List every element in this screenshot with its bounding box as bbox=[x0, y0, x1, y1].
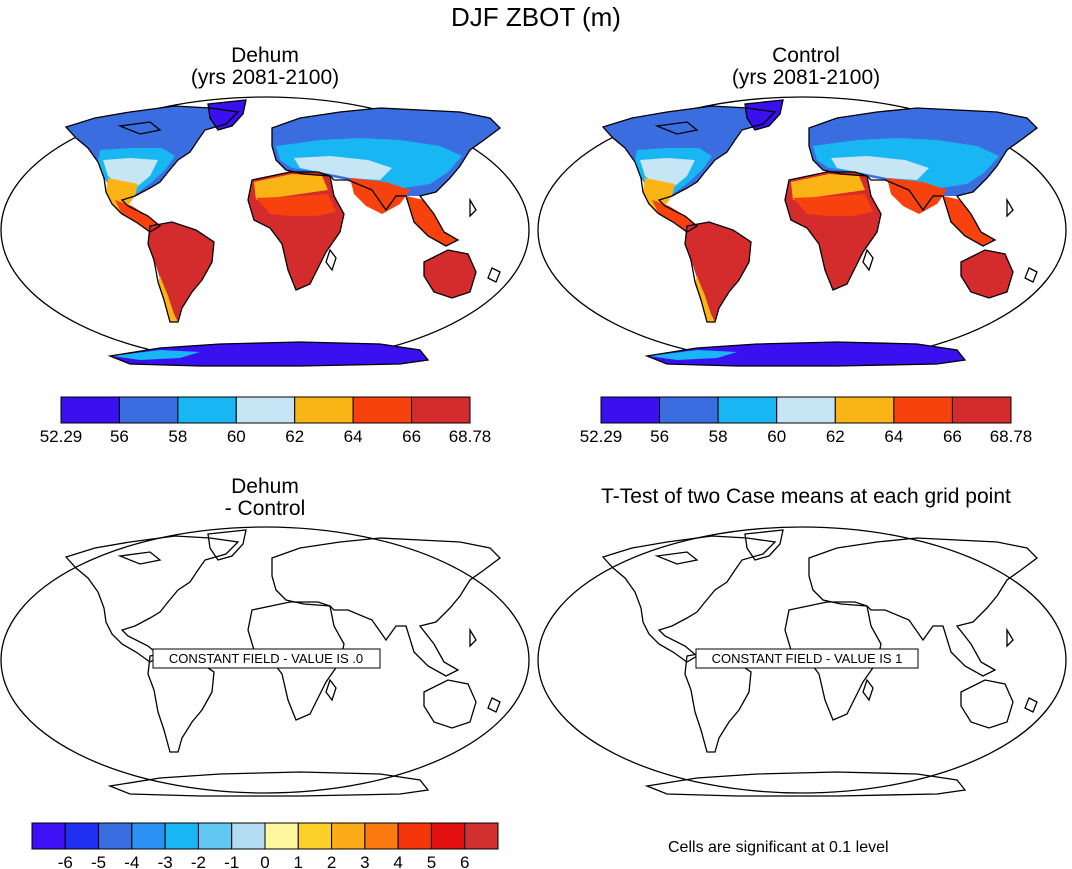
colorbar-difference-swatch-11 bbox=[397, 822, 432, 850]
colorbar-panel2-tick-label-2: 58 bbox=[709, 427, 728, 446]
colorbar-difference-swatch-7 bbox=[264, 822, 299, 850]
colorbar-panel2-tick-label-0: 52.29 bbox=[580, 427, 623, 446]
figure-title: DJF ZBOT (m) bbox=[451, 2, 621, 32]
panel4-constant-field-label: CONSTANT FIELD - VALUE IS 1 bbox=[712, 651, 903, 666]
colorbar-difference-swatch-3 bbox=[131, 822, 166, 850]
colorbar-difference-tick-label-9: 3 bbox=[360, 853, 369, 869]
colorbar-panel1-swatch-2 bbox=[177, 396, 237, 424]
colorbar-difference-tick-label-10: 4 bbox=[393, 853, 402, 869]
significance-footnote: Cells are significant at 0.1 level bbox=[668, 839, 889, 856]
colorbar-difference-swatch-2 bbox=[98, 822, 133, 850]
colorbar-difference-swatch-9 bbox=[331, 822, 366, 850]
colorbar-panel1-tick-label-2: 58 bbox=[168, 427, 187, 446]
colorbar-panel1-tick-label-0: 52.29 bbox=[40, 427, 83, 446]
colorbar-panel2-tick-label-6: 66 bbox=[943, 427, 962, 446]
colorbar-difference-tick-label-5: -1 bbox=[224, 853, 239, 869]
colorbar-panel2-tick-label-4: 62 bbox=[826, 427, 845, 446]
panel2-title-line2: (yrs 2081-2100) bbox=[731, 66, 881, 89]
colorbar-panel1-tick-label-1: 56 bbox=[110, 427, 129, 446]
colorbar-panel1: 52.29 56 58 60 62 64 66 68.78 bbox=[40, 396, 492, 446]
colorbar-difference-swatch-6 bbox=[231, 822, 266, 850]
colorbar-panel2-swatch-5 bbox=[893, 396, 953, 424]
colorbar-difference-tick-label-6: 0 bbox=[260, 853, 269, 869]
colorbar-panel1-swatch-1 bbox=[118, 396, 179, 424]
panel2-title-line1: Control bbox=[772, 44, 840, 67]
panel4-title: T-Test of two Case means at each grid po… bbox=[540, 486, 1072, 508]
colorbar-difference: -6 -5 -4 -3 -2 -1 0 1 2 3 4 5 6 bbox=[31, 822, 499, 869]
colorbar-panel1-tick-label-7: 68.78 bbox=[449, 427, 492, 446]
colorbar-difference-swatch-4 bbox=[164, 822, 199, 850]
panel1-map bbox=[0, 96, 530, 367]
colorbar-panel2: 52.29 56 58 60 62 64 66 68.78 bbox=[580, 396, 1033, 446]
colorbar-difference-tick-label-3: -3 bbox=[158, 853, 173, 869]
colorbar-panel1-tick-label-4: 62 bbox=[285, 427, 304, 446]
colorbar-panel1-swatch-6 bbox=[411, 396, 471, 424]
colorbar-panel1-tick-label-6: 66 bbox=[402, 427, 421, 446]
colorbar-panel2-swatch-6 bbox=[951, 396, 1012, 424]
colorbar-panel2-swatch-3 bbox=[776, 396, 836, 424]
panel1-title-line2: (yrs 2081-2100) bbox=[190, 66, 340, 89]
colorbar-difference-tick-label-1: -5 bbox=[91, 853, 106, 869]
panel4-constant-field-box: CONSTANT FIELD - VALUE IS 1 bbox=[695, 648, 919, 669]
colorbar-panel2-swatch-4 bbox=[834, 396, 895, 424]
colorbar-panel1-swatch-0 bbox=[60, 396, 120, 424]
colorbar-difference-swatch-12 bbox=[430, 822, 466, 850]
panel3-constant-field-label: CONSTANT FIELD - VALUE IS .0 bbox=[169, 651, 363, 666]
panel2-map bbox=[537, 96, 1067, 367]
panel3-title-line2: - Control bbox=[224, 497, 306, 520]
panel1-title: Dehum (yrs 2081-2100) bbox=[130, 45, 400, 89]
panel1-title-line1: Dehum bbox=[231, 44, 299, 67]
colorbar-difference-swatch-10 bbox=[364, 822, 399, 850]
panel3-constant-field-box: CONSTANT FIELD - VALUE IS .0 bbox=[152, 648, 381, 669]
colorbar-difference-swatch-0 bbox=[31, 822, 66, 850]
colorbar-panel1-swatch-4 bbox=[294, 396, 354, 424]
colorbar-panel1-tick-label-3: 60 bbox=[227, 427, 246, 446]
colorbar-panel1-swatch-3 bbox=[235, 396, 296, 424]
colorbar-difference-swatch-1 bbox=[64, 822, 100, 850]
panel4-title-line1: T-Test of two Case means at each grid po… bbox=[601, 485, 1011, 508]
colorbar-panel1-swatch-5 bbox=[352, 396, 413, 424]
panel3-title-line1: Dehum bbox=[231, 475, 299, 498]
colorbar-panel2-swatch-1 bbox=[659, 396, 719, 424]
colorbar-panel2-tick-label-5: 64 bbox=[884, 427, 903, 446]
colorbar-panel2-swatch-2 bbox=[717, 396, 778, 424]
colorbar-panel2-tick-label-1: 56 bbox=[650, 427, 669, 446]
panel2-title: Control (yrs 2081-2100) bbox=[671, 45, 941, 89]
colorbar-difference-tick-label-8: 2 bbox=[327, 853, 336, 869]
colorbar-difference-tick-label-12: 6 bbox=[460, 853, 469, 869]
colorbar-difference-tick-label-11: 5 bbox=[427, 853, 436, 869]
colorbar-difference-tick-label-7: 1 bbox=[294, 853, 303, 869]
colorbar-difference-tick-label-0: -6 bbox=[58, 853, 73, 869]
colorbar-difference-swatch-5 bbox=[197, 822, 233, 850]
colorbar-difference-swatch-13 bbox=[464, 822, 499, 850]
colorbar-difference-tick-label-4: -2 bbox=[191, 853, 206, 869]
colorbar-panel2-swatch-0 bbox=[600, 396, 661, 424]
colorbar-difference-tick-label-2: -4 bbox=[124, 853, 139, 869]
panel3-title: Dehum - Control bbox=[130, 476, 400, 520]
colorbar-panel2-tick-label-3: 60 bbox=[767, 427, 786, 446]
colorbar-difference-swatch-8 bbox=[297, 822, 333, 850]
colorbar-panel1-tick-label-5: 64 bbox=[344, 427, 363, 446]
colorbar-panel2-tick-label-7: 68.78 bbox=[990, 427, 1033, 446]
